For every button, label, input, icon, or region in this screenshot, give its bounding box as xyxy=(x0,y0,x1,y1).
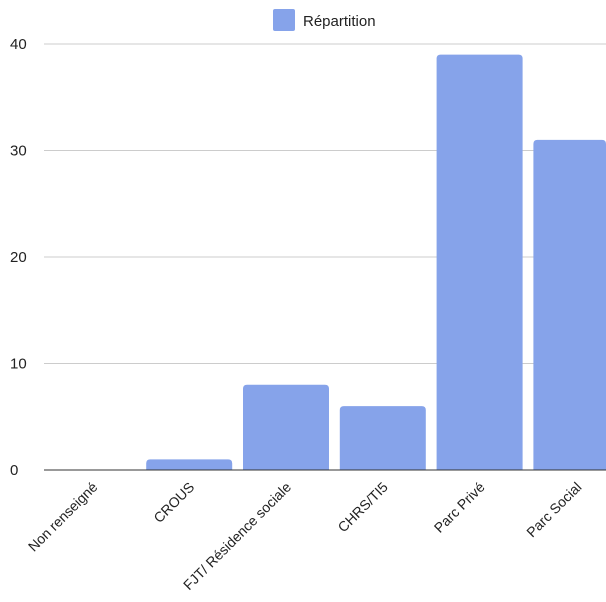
x-tick-label: FJT/ Résidence sociale xyxy=(180,479,294,593)
legend: Répartition xyxy=(273,9,376,31)
y-tick-label: 10 xyxy=(10,356,27,373)
bar xyxy=(243,384,329,470)
x-tick-label: CROUS xyxy=(150,479,197,526)
bar xyxy=(339,406,426,470)
bar xyxy=(436,54,523,471)
legend-swatch xyxy=(273,9,295,31)
y-tick-label: 20 xyxy=(10,249,27,266)
x-tick-label: Parc Social xyxy=(523,479,584,540)
y-tick-label: 40 xyxy=(10,36,27,53)
bar xyxy=(533,139,606,470)
bars xyxy=(146,54,606,471)
x-tick-label: Non renseigné xyxy=(25,479,101,555)
legend-label: Répartition xyxy=(303,13,376,30)
bar xyxy=(146,459,233,470)
y-tick-label: 0 xyxy=(10,462,18,479)
x-tick-label: CHRS/TI5 xyxy=(334,479,391,536)
y-tick-label: 30 xyxy=(10,143,27,160)
x-tick-label: Parc Privé xyxy=(431,479,488,536)
y-axis-ticks: 0 10 20 30 40 xyxy=(10,36,27,479)
